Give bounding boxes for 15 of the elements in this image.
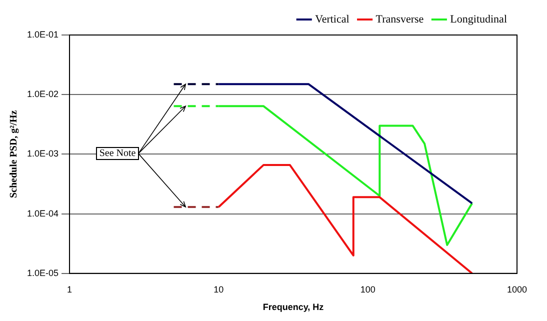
- x-tick-label: 1000: [506, 284, 528, 294]
- x-tick-label: 100: [360, 284, 376, 294]
- legend-label: Longitudinal: [450, 13, 507, 26]
- x-axis-title: Frequency, Hz: [262, 302, 324, 312]
- annotation: See Note: [96, 147, 139, 160]
- legend-label: Transverse: [376, 13, 424, 26]
- y-tick-label: 1.0E-05: [26, 268, 59, 278]
- y-axis-title: Schedule PSD, g²/Hz: [8, 110, 20, 198]
- y-tick-label: 1.0E-01: [26, 29, 59, 40]
- y-tick-label: 1.0E-02: [26, 89, 59, 100]
- legend-label: Vertical: [315, 13, 350, 26]
- x-tick-label: 10: [214, 284, 224, 294]
- x-tick-label: 1: [67, 284, 72, 294]
- y-tick-label: 1.0E-04: [26, 208, 59, 218]
- y-tick-label: 1.0E-03: [26, 148, 59, 159]
